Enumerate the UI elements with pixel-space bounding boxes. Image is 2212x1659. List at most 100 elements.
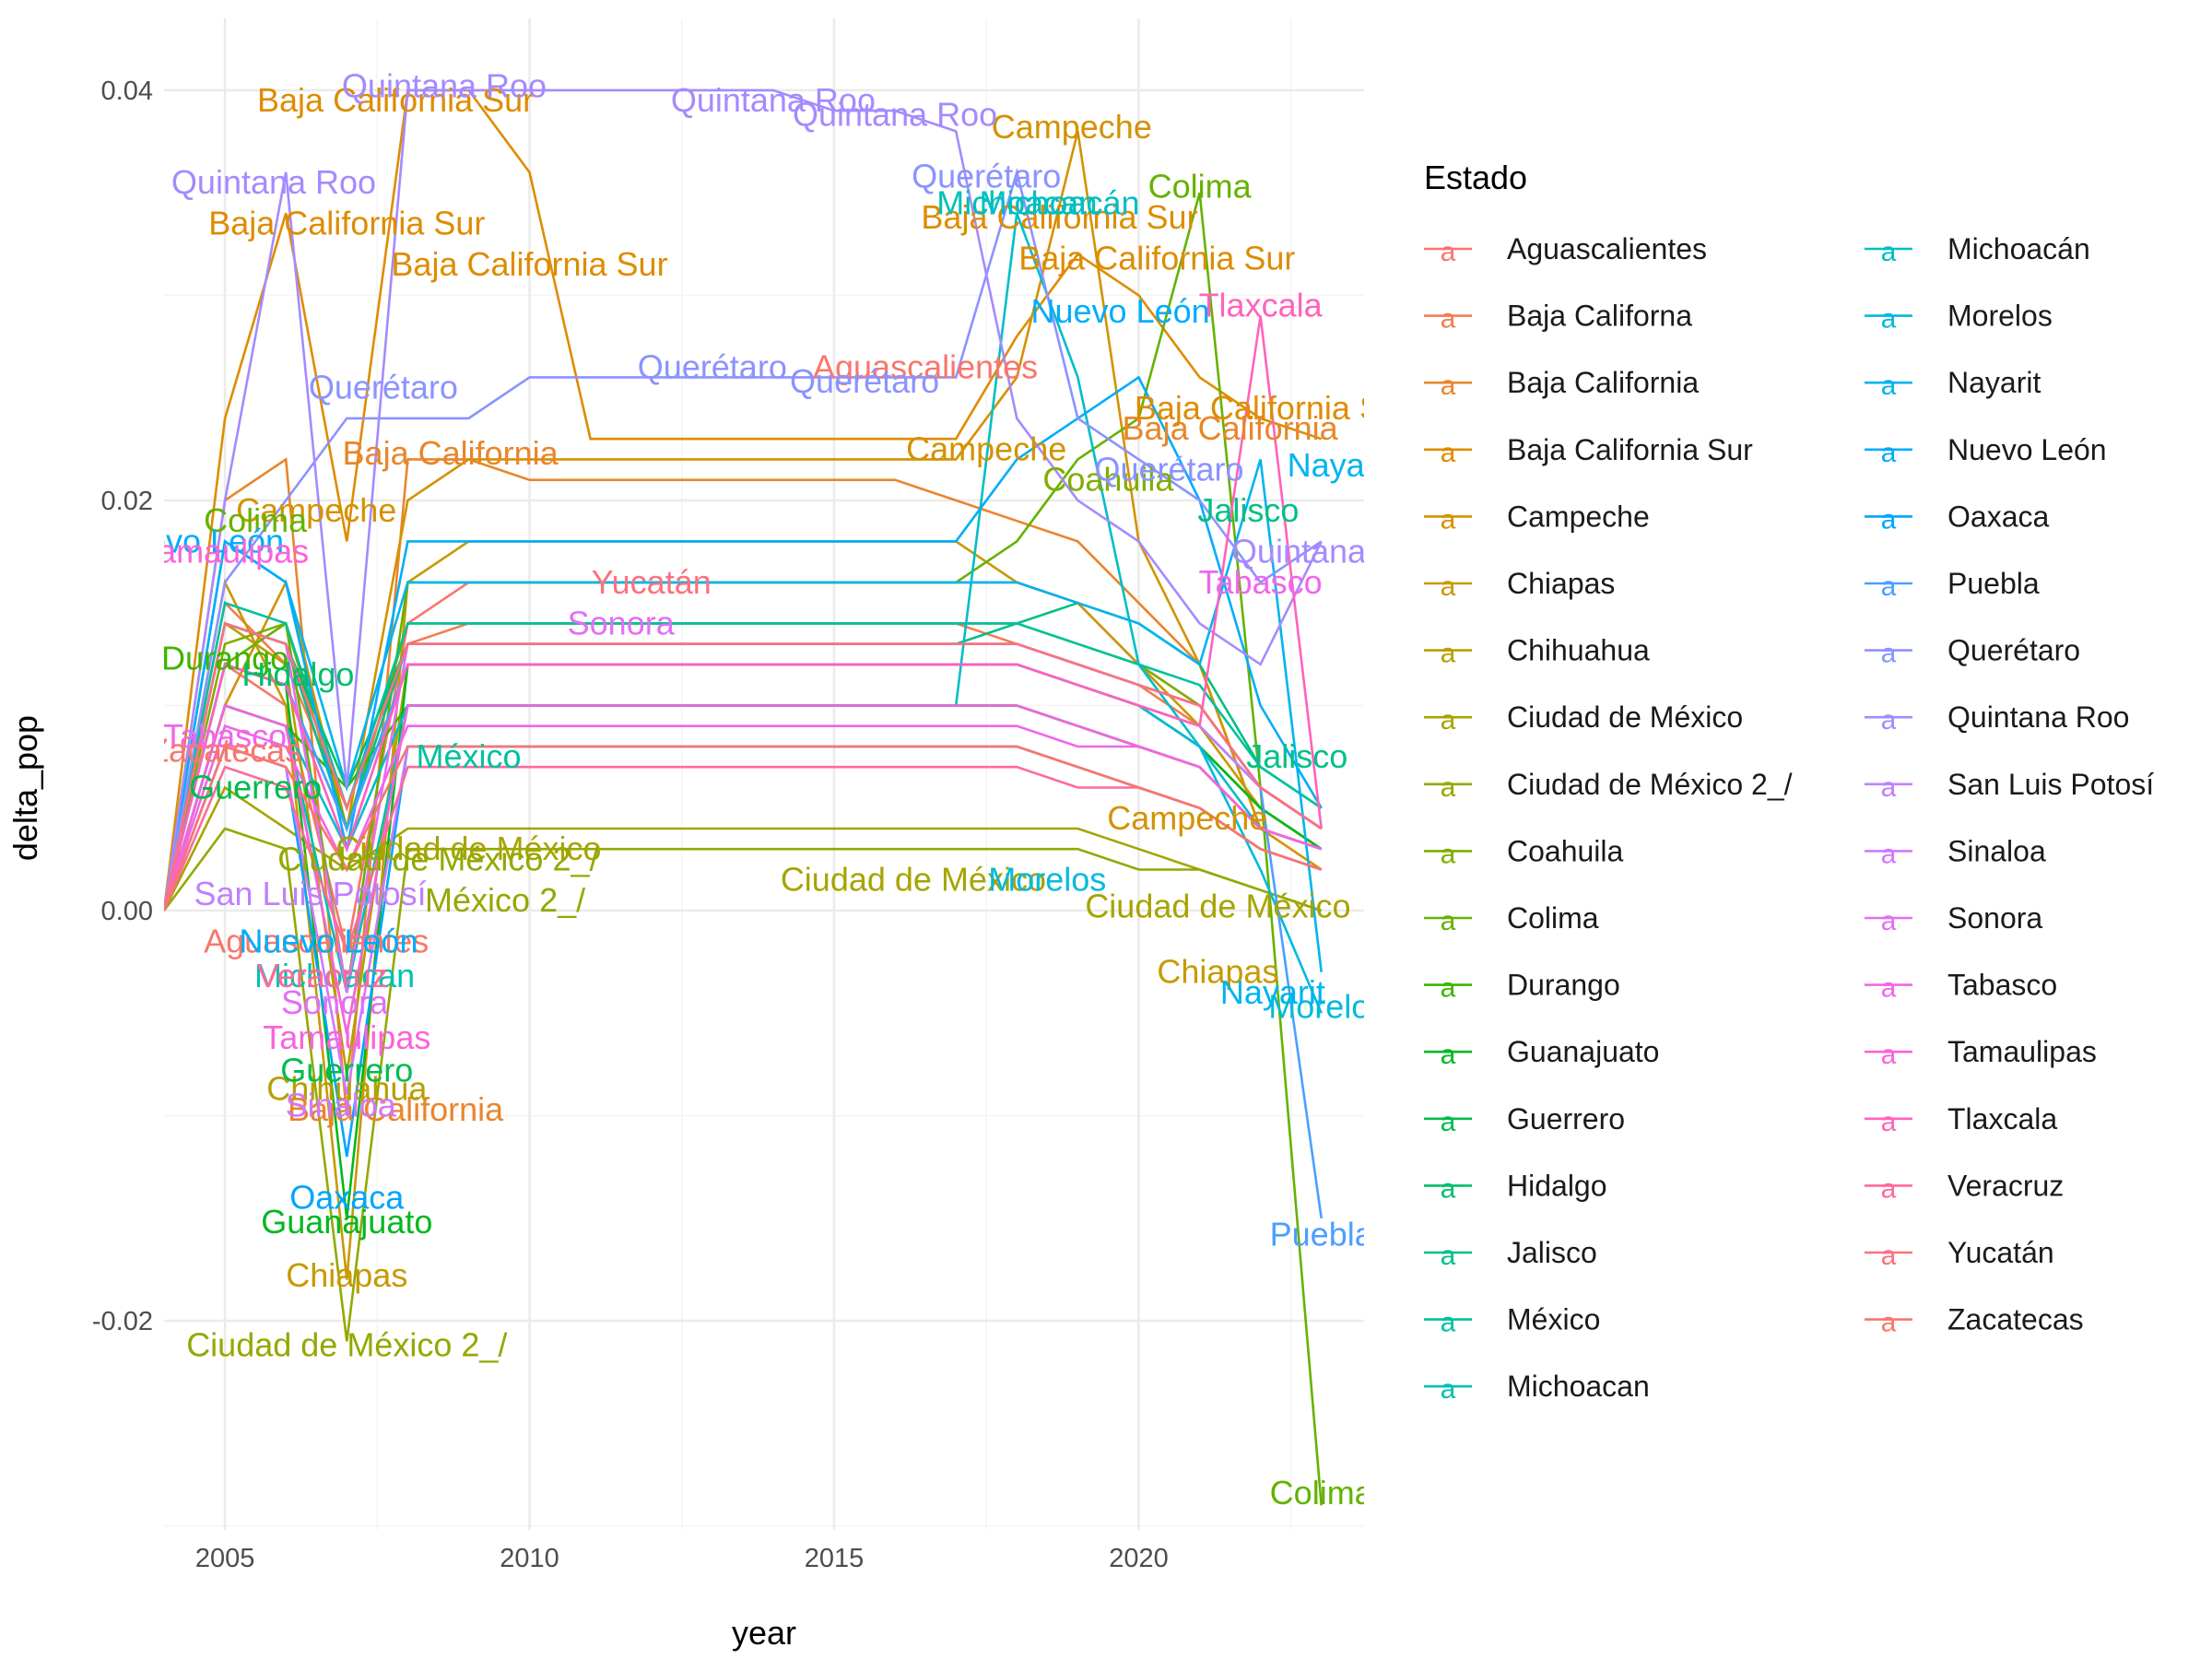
legend-label: Hidalgo: [1507, 1169, 1607, 1202]
legend-label: Tlaxcala: [1947, 1102, 2057, 1135]
data-label: Nuevo León: [105, 522, 284, 559]
data-label: Aguascalientes: [204, 922, 429, 959]
data-label: Michoacan: [936, 183, 1097, 221]
series-line: [164, 745, 1323, 912]
legend-label: Guerrero: [1507, 1102, 1625, 1135]
data-label: Quintana Roo: [171, 163, 376, 201]
data-label: Colima: [1270, 1474, 1374, 1512]
series-line: [164, 375, 1323, 912]
series-line: [164, 167, 1323, 912]
legend-key-glyph: a: [1441, 237, 1456, 267]
legend-label: Quintana Roo: [1947, 700, 2129, 734]
legend-label: San Luis Potosí: [1947, 768, 2154, 801]
data-label: Quintana Roo: [342, 66, 547, 104]
legend-key-glyph: a: [1881, 1107, 1897, 1137]
data-label: Ciudad de México: [781, 861, 1046, 899]
legend-key-glyph: a: [1441, 371, 1456, 401]
legend-item: a San Luis Potosí: [1865, 768, 2154, 803]
data-label: México: [416, 737, 521, 775]
data-label: Yucatán: [592, 563, 712, 601]
legend-key-glyph: a: [1441, 1374, 1456, 1405]
data-label: Ciudad de México 2_/: [277, 840, 598, 877]
data-label: Baja California: [1123, 409, 1339, 447]
legend-label: Veracruz: [1947, 1169, 2064, 1202]
legend-key-glyph: a: [1441, 973, 1456, 1004]
legend-key-glyph: a: [1881, 237, 1897, 267]
legend-key-glyph: a: [1881, 571, 1897, 602]
data-label: Sonora: [568, 604, 676, 641]
data-label: Ciudad de México: [335, 830, 601, 867]
data-label: Tamaulipas: [141, 533, 309, 571]
legend-label: Ciudad de México: [1507, 700, 1743, 734]
legend-item: a Coahuila: [1424, 834, 1624, 869]
y-tick-label: -0.02: [92, 1307, 153, 1336]
legend-key-glyph: a: [1881, 906, 1897, 936]
legend-key-glyph: a: [1441, 772, 1456, 803]
legend-item: a Guanajuato: [1424, 1035, 1659, 1070]
x-tick-label: 2020: [1109, 1544, 1169, 1573]
legend-key-glyph: a: [1441, 1241, 1456, 1271]
series-line: [164, 459, 1323, 972]
legend-key-glyph: a: [1441, 1308, 1456, 1338]
legend-label: Baja Californa: [1507, 300, 1692, 333]
legend-key-glyph: a: [1441, 705, 1456, 735]
legend-label: Aguascalientes: [1507, 232, 1707, 265]
legend-title: Estado: [1424, 159, 1527, 196]
x-tick-label: 2010: [500, 1544, 559, 1573]
data-label: Ciudad de México: [1085, 888, 1350, 925]
data-label: México 2_/: [425, 881, 585, 919]
legend-key-glyph: a: [1881, 1040, 1897, 1070]
legend-key-glyph: a: [1881, 639, 1897, 669]
data-label: Chiapas: [1157, 953, 1278, 991]
legend-item: a Baja California Sur: [1424, 433, 1753, 468]
legend-item: a Nuevo León: [1865, 433, 2107, 468]
legend-label: México: [1507, 1303, 1600, 1336]
legend-item: a Chiapas: [1424, 567, 1615, 602]
legend-item: a Michoacan: [1424, 1370, 1650, 1405]
legend-item: a Tlaxcala: [1865, 1102, 2057, 1137]
data-label: Morelos: [988, 861, 1106, 899]
data-label: Querétaro: [309, 369, 458, 406]
data-label: Nayarit: [1220, 973, 1325, 1011]
legend: Estado a Aguascalientes a Baja Californa a Ba…: [1424, 159, 2154, 1405]
data-label: Quintana Roo: [1231, 533, 1436, 571]
data-label: Querétaro: [790, 362, 939, 400]
data-label: Guerrero: [189, 769, 322, 806]
legend-key-glyph: a: [1441, 304, 1456, 335]
legend-label: Campeche: [1507, 500, 1650, 533]
data-label: Sonora: [281, 983, 389, 1021]
data-label: Baja California Sur: [257, 81, 534, 119]
legend-item: a Morelos: [1865, 300, 2053, 335]
data-label: Chiapas: [286, 1256, 407, 1294]
legend-label: Nuevo León: [1947, 433, 2107, 466]
legend-key-glyph: a: [1441, 1173, 1456, 1204]
x-tick-label: 2015: [805, 1544, 865, 1573]
data-label: Nuevo León: [1031, 292, 1210, 330]
legend-item: a Jalisco: [1424, 1236, 1597, 1271]
data-label: Baja California Sur: [921, 198, 1197, 236]
data-label: Aguascalientes: [813, 347, 1038, 385]
legend-item: a Nayarit: [1865, 366, 2041, 401]
legend-item: a Campeche: [1424, 500, 1650, 535]
data-label: Campeche: [906, 429, 1066, 467]
legend-key-glyph: a: [1881, 1308, 1897, 1338]
legend-label: Nayarit: [1947, 366, 2041, 399]
legend-label: Chihuahua: [1507, 634, 1650, 667]
legend-key-glyph: a: [1881, 839, 1897, 869]
x-axis-title: year: [732, 1614, 796, 1652]
series-line: [164, 703, 1323, 1034]
y-tick-label: 0.04: [101, 76, 153, 106]
legend-item: a Durango: [1424, 969, 1620, 1004]
data-label: Tamaulipas: [263, 1018, 430, 1056]
data-label: Campeche: [236, 491, 396, 529]
legend-item: a Oaxaca: [1865, 500, 2049, 535]
legend-item: a Tamaulipas: [1865, 1035, 2097, 1070]
data-label: Oaxaca: [289, 1179, 405, 1217]
data-label: Guerrero: [280, 1052, 413, 1089]
data-label: Quintana Roo: [671, 81, 876, 119]
legend-label: Guanajuato: [1507, 1035, 1659, 1068]
legend-label: Michoacan: [1507, 1370, 1650, 1403]
x-tick-label: 2005: [195, 1544, 255, 1573]
legend-item: a Sonora: [1865, 901, 2042, 936]
